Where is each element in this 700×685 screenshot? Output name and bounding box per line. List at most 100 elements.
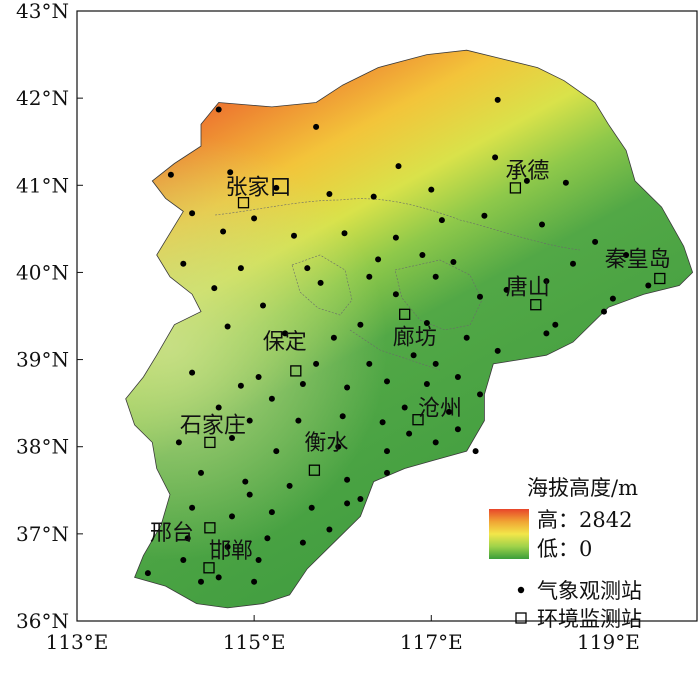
weather-station-marker xyxy=(237,382,244,389)
env-station-marker xyxy=(412,414,424,426)
weather-station-marker xyxy=(198,469,204,476)
weather-station-marker xyxy=(366,273,373,280)
city-label: 唐山 xyxy=(506,276,550,301)
weather-station-marker xyxy=(215,404,222,411)
weather-station-marker xyxy=(326,191,333,197)
weather-station-marker xyxy=(552,321,559,328)
weather-station-marker xyxy=(167,171,174,178)
weather-station-marker xyxy=(472,448,479,455)
weather-station-marker xyxy=(539,221,545,228)
weather-station-marker xyxy=(375,256,382,263)
axis-ticks: 113°E 115°E 117°E 119°E 43°N 42°N 41°N 40°N 39°N… xyxy=(16,0,640,654)
weather-station-marker xyxy=(215,106,222,113)
weather-station-marker xyxy=(341,230,348,237)
weather-station-marker xyxy=(237,265,244,272)
weather-station-marker xyxy=(410,352,417,359)
weather-station-marker xyxy=(454,374,461,380)
weather-station-marker xyxy=(304,265,311,272)
x-tick-label: 119°E xyxy=(577,630,640,654)
weather-station-marker xyxy=(423,381,430,387)
legend-color-bar xyxy=(489,509,529,559)
prefecture-borders xyxy=(214,198,581,371)
y-tick-label: 40°N xyxy=(16,260,69,284)
weather-station-marker xyxy=(543,330,550,337)
city-label: 沧州 xyxy=(418,397,462,422)
weather-station-marker xyxy=(494,347,501,354)
weather-station-marker xyxy=(251,578,258,585)
weather-station-marker xyxy=(357,321,364,328)
env-station-marker xyxy=(308,464,321,476)
weather-station-marker xyxy=(366,360,373,367)
weather-station-marker xyxy=(317,279,324,286)
weather-station-marker xyxy=(423,320,430,326)
weather-station-marker xyxy=(419,252,426,258)
city-label: 邢台 xyxy=(150,521,194,546)
weather-station-marker xyxy=(189,210,196,217)
env-station-marker xyxy=(204,522,216,534)
env-station-marker xyxy=(530,299,542,311)
weather-station-marker xyxy=(428,186,435,193)
weather-station-marker xyxy=(175,439,182,446)
env-station-legend-icon xyxy=(515,612,527,624)
weather-station-marker xyxy=(432,273,439,280)
weather-station-marker xyxy=(255,374,262,380)
env-station-marker xyxy=(399,308,411,320)
x-tick-label: 115°E xyxy=(223,630,286,654)
weather-station-marker xyxy=(180,260,187,267)
legend: 海拔高度/m 高：2842 低：0 气象观测站 环境监测站 xyxy=(489,476,642,631)
weather-station-marker xyxy=(344,476,351,483)
weather-station-marker xyxy=(273,184,280,191)
city-label: 邯郸 xyxy=(209,539,253,564)
env-station-marker xyxy=(204,436,216,449)
weather-station-marker xyxy=(379,419,386,426)
y-tick-label: 43°N xyxy=(16,0,69,23)
weather-station-marker xyxy=(198,578,204,585)
weather-station-marker xyxy=(268,395,275,402)
weather-station-marker xyxy=(189,504,196,511)
weather-station-marker xyxy=(494,96,501,103)
weather-station-marker xyxy=(384,469,390,476)
y-tick-label: 36°N xyxy=(16,609,69,633)
weather-station-marker xyxy=(463,334,470,341)
weather-station-legend-label: 气象观测站 xyxy=(537,579,642,603)
city-label: 石家庄 xyxy=(180,413,246,438)
weather-station-marker xyxy=(492,154,499,161)
weather-station-marker xyxy=(623,252,630,258)
weather-station-marker xyxy=(308,504,315,511)
weather-station-marker xyxy=(432,360,439,367)
legend-title: 海拔高度/m xyxy=(527,476,638,500)
weather-station-marker xyxy=(224,323,231,330)
weather-station-marker xyxy=(211,285,218,292)
weather-station-marker xyxy=(260,302,266,309)
weather-station-marker xyxy=(344,500,351,507)
region-outline xyxy=(125,49,694,609)
env-station-marker xyxy=(203,562,215,574)
weather-station-marker xyxy=(438,217,445,224)
x-tick-label: 113°E xyxy=(46,630,109,654)
city-label: 张家口 xyxy=(226,176,292,201)
env-station-marker xyxy=(509,182,522,194)
weather-station-marker xyxy=(255,557,262,563)
weather-station-marker xyxy=(392,291,399,298)
weather-station-marker xyxy=(242,478,249,485)
weather-station-marker xyxy=(229,513,235,520)
weather-station-marker xyxy=(477,293,483,300)
x-tick-label: 117°E xyxy=(400,630,463,654)
weather-station-marker xyxy=(144,570,151,577)
weather-station-marker xyxy=(357,496,364,502)
weather-station-marker xyxy=(273,448,280,455)
weather-station-marker xyxy=(295,417,302,424)
env-station-marker xyxy=(237,197,250,209)
weather-station-marker xyxy=(189,369,196,376)
weather-station-marker xyxy=(224,543,231,550)
weather-station-marker xyxy=(184,535,191,542)
weather-station-marker xyxy=(330,334,337,341)
weather-station-marker xyxy=(246,491,253,498)
weather-station-marker xyxy=(406,430,413,437)
weather-station-marker xyxy=(335,443,342,450)
weather-station-marker xyxy=(384,448,390,455)
station-markers xyxy=(144,96,666,585)
weather-station-marker xyxy=(601,308,607,315)
env-station-marker xyxy=(654,272,666,285)
